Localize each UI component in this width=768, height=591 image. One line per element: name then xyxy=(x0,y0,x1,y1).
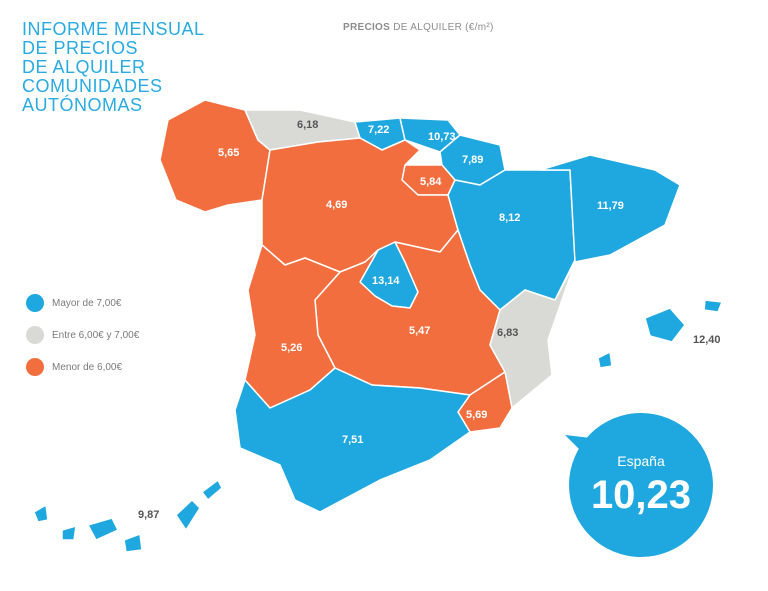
label-navarra: 7,89 xyxy=(462,154,483,166)
badge-value: 10,23 xyxy=(591,473,691,517)
label-pais-vasco: 10,73 xyxy=(428,131,456,143)
label-extremadura: 5,26 xyxy=(281,342,302,354)
label-valencia: 6,83 xyxy=(497,327,518,339)
legend-label: Menor de 6,00€ xyxy=(52,361,123,373)
region-baleares-menorca xyxy=(703,299,723,313)
label-galicia: 5,65 xyxy=(218,147,239,159)
badge-circle xyxy=(569,413,713,557)
title-line: AUTÓNOMAS xyxy=(22,95,143,115)
region-baleares xyxy=(644,307,686,343)
legend-swatch-below xyxy=(26,358,44,376)
legend-label: Entre 6,00€ y 7,00€ xyxy=(52,329,140,341)
label-baleares: 12,40 xyxy=(693,334,721,346)
title-line: DE ALQUILER xyxy=(22,57,146,77)
region-canarias-2 xyxy=(61,525,77,541)
subtitle-rest: DE ALQUILER (€/m²) xyxy=(393,22,494,33)
region-canarias-6 xyxy=(201,479,223,501)
region-cataluna xyxy=(539,154,681,263)
label-la-rioja: 5,84 xyxy=(420,176,442,188)
spain-badge: España 10,23 xyxy=(565,413,713,557)
legend-label: Mayor de 7,00€ xyxy=(52,297,122,309)
subtitle-bold: PRECIOS xyxy=(343,22,391,33)
label-canarias: 9,87 xyxy=(138,509,159,521)
region-valencia xyxy=(489,261,576,409)
region-canarias-5 xyxy=(175,499,201,531)
region-canarias-3 xyxy=(87,517,119,541)
label-cantabria: 7,22 xyxy=(368,124,389,136)
map-title: INFORME MENSUAL DE PRECIOS DE ALQUILER C… xyxy=(22,20,205,115)
region-canarias-1 xyxy=(33,504,49,523)
label-madrid: 13,14 xyxy=(372,275,400,287)
label-murcia: 5,69 xyxy=(466,409,487,421)
legend-swatch-above xyxy=(26,294,44,312)
region-canarias-4 xyxy=(123,533,143,553)
region-baleares-ibiza xyxy=(597,351,613,369)
map-subtitle: PRECIOS DE ALQUILER (€/m²) xyxy=(343,22,494,33)
label-cataluna: 11,79 xyxy=(597,200,624,212)
legend-item-above: Mayor de 7,00€ xyxy=(26,292,139,314)
title-line: INFORME MENSUAL xyxy=(22,19,205,39)
legend: Mayor de 7,00€ Entre 6,00€ y 7,00€ Menor… xyxy=(26,292,139,388)
label-asturias: 6,18 xyxy=(297,119,318,131)
title-line: DE PRECIOS xyxy=(22,38,139,58)
label-andalucia: 7,51 xyxy=(342,434,363,446)
legend-swatch-between xyxy=(26,326,44,344)
legend-item-between: Entre 6,00€ y 7,00€ xyxy=(26,324,139,346)
title-line: COMUNIDADES xyxy=(22,76,163,96)
region-andalucia xyxy=(234,367,471,513)
badge-label: España xyxy=(617,453,665,469)
legend-item-below: Menor de 6,00€ xyxy=(26,356,139,378)
label-aragon: 8,12 xyxy=(499,212,520,224)
label-castilla-la-mancha: 5,47 xyxy=(409,325,430,337)
label-castilla-leon: 4,69 xyxy=(326,199,347,211)
